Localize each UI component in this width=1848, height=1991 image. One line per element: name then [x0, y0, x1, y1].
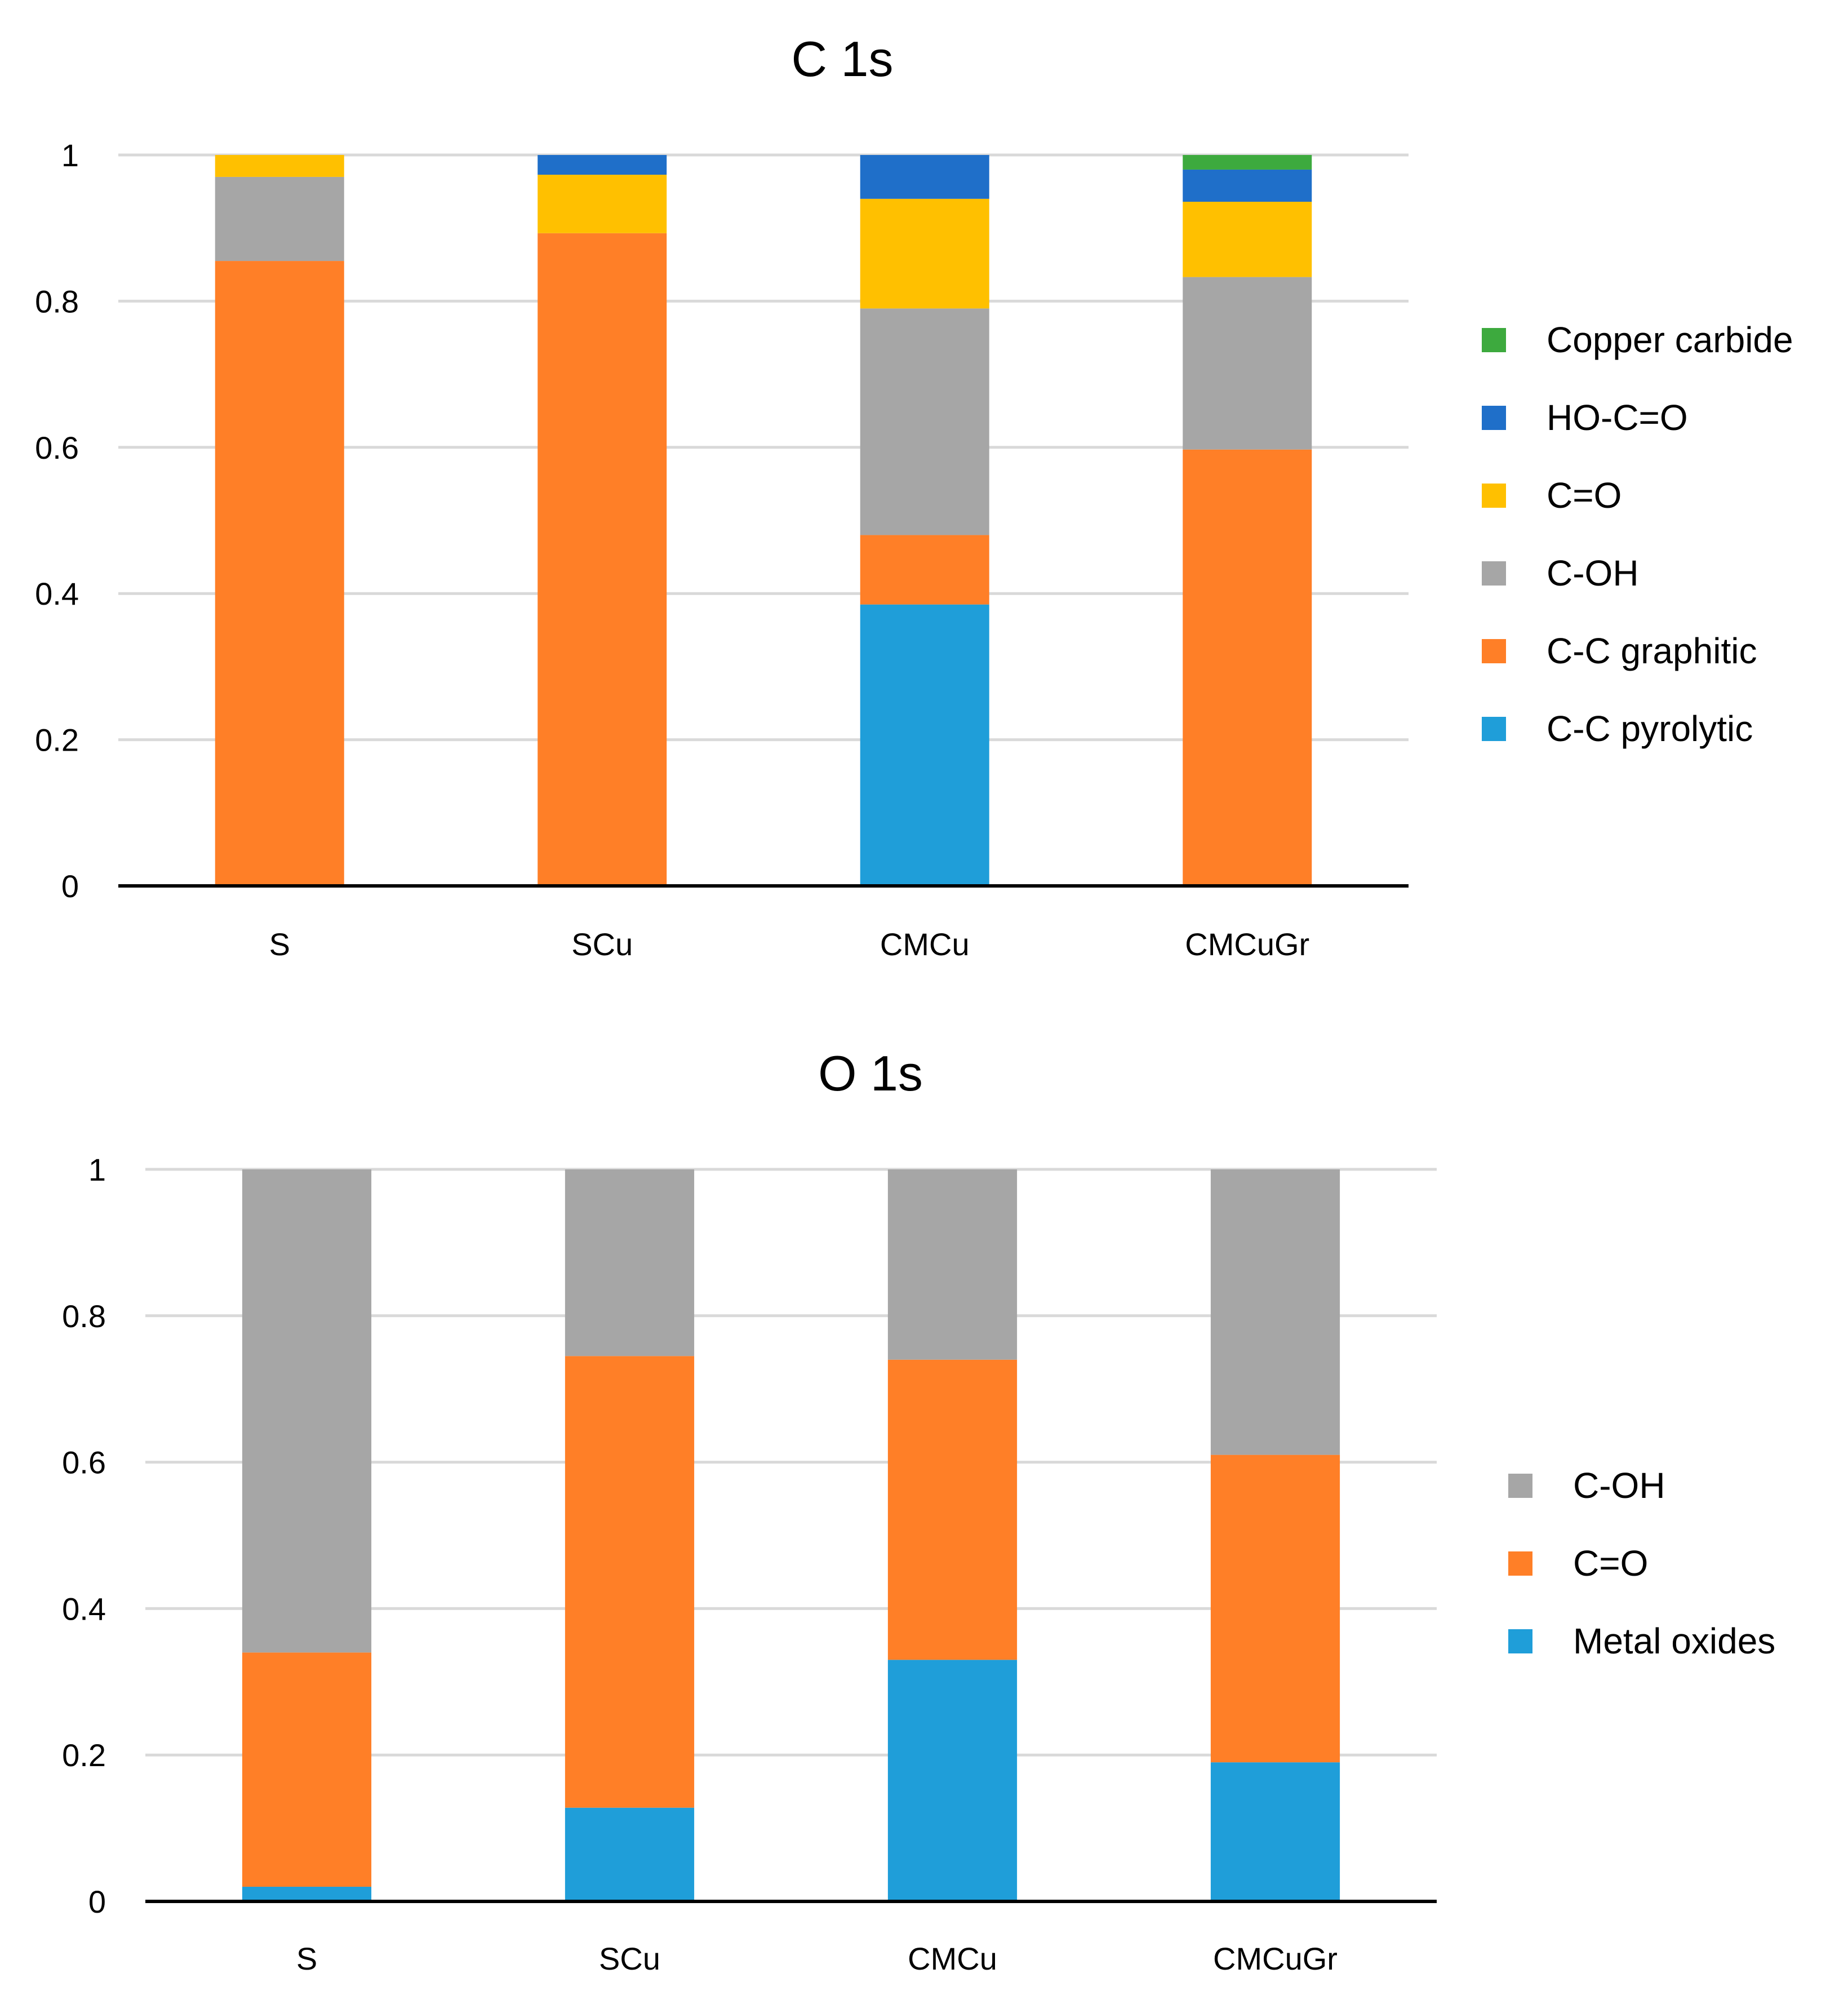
- legend-swatch: [1482, 484, 1506, 508]
- legend-swatch: [1482, 717, 1506, 741]
- legend-swatch: [1482, 406, 1506, 430]
- bar-segment: [1183, 155, 1312, 170]
- bar-segment: [1183, 202, 1312, 277]
- bar-segment: [242, 1169, 372, 1653]
- legend-label: Metal oxides: [1573, 1621, 1775, 1661]
- bar-segment: [537, 175, 667, 233]
- y-tick-label: 0: [61, 868, 79, 904]
- bar-segment: [565, 1169, 695, 1356]
- x-tick-label: SCu: [571, 926, 633, 962]
- y-tick-label: 1: [61, 138, 79, 173]
- bar-segment: [242, 1652, 372, 1887]
- x-tick-label: CMCu: [880, 926, 970, 962]
- bar-segment: [860, 308, 989, 535]
- bar-segment: [1183, 449, 1312, 886]
- bar-segment: [860, 198, 989, 309]
- chart-title: O 1s: [818, 1045, 923, 1101]
- x-tick-label: S: [269, 926, 290, 962]
- bar-segment: [860, 155, 989, 199]
- y-tick-label: 0.4: [62, 1591, 106, 1626]
- y-tick-label: 0.2: [35, 722, 79, 758]
- y-tick-label: 0.8: [35, 283, 79, 319]
- legend-swatch: [1482, 561, 1506, 586]
- chart-c1s: C 1s 0 0.2 0.4 0.6 0.8 1 S SCu CMCu CMCuGr Copper …: [35, 31, 1793, 962]
- x-tick-label: S: [296, 1941, 317, 1976]
- legend-label: C=O: [1573, 1543, 1648, 1584]
- legend-label: HO-C=O: [1547, 397, 1688, 438]
- bar-segment: [215, 155, 344, 177]
- bar-segment: [215, 261, 344, 886]
- legend-label: C=O: [1547, 475, 1622, 516]
- bar-segment: [1183, 277, 1312, 450]
- x-tick-label: CMCu: [908, 1941, 997, 1976]
- bar-segment: [565, 1807, 695, 1901]
- chart-o1s: O 1s 0 0.2 0.4 0.6 0.8 1 S SCu CMCu CMCuGr C-OH C=O…: [62, 1045, 1775, 1976]
- bar-segment: [215, 176, 344, 261]
- bar-segment: [537, 155, 667, 175]
- bar-segment: [887, 1169, 1018, 1360]
- x-tick-label: SCu: [599, 1941, 660, 1976]
- y-tick-label: 0.6: [35, 430, 79, 465]
- bar-segment: [1210, 1455, 1340, 1763]
- y-tick-label: 0.8: [62, 1298, 106, 1334]
- x-tick-label: CMCuGr: [1185, 926, 1309, 962]
- bar-segment: [860, 535, 989, 605]
- bar-segment: [887, 1660, 1018, 1901]
- legend-swatch: [1482, 639, 1506, 663]
- legend-swatch: [1508, 1474, 1532, 1498]
- legend-swatch: [1508, 1551, 1532, 1576]
- bar-segment: [887, 1359, 1018, 1660]
- y-tick-label: 0.4: [35, 576, 79, 611]
- legend-label: C-C graphitic: [1547, 631, 1757, 671]
- bar-segment: [537, 233, 667, 886]
- chart-title: C 1s: [792, 31, 894, 87]
- y-tick-label: 1: [88, 1152, 106, 1187]
- bar-segment: [1210, 1169, 1340, 1455]
- legend-swatch: [1482, 328, 1506, 352]
- legend-label: C-OH: [1547, 553, 1639, 593]
- x-tick-label: CMCuGr: [1213, 1941, 1338, 1976]
- legend-label: C-OH: [1573, 1465, 1665, 1506]
- legend-label: Copper carbide: [1547, 320, 1793, 360]
- bar-segment: [1183, 169, 1312, 202]
- bar-segment: [565, 1356, 695, 1808]
- y-tick-label: 0.2: [62, 1737, 106, 1773]
- bar-segment: [242, 1887, 372, 1901]
- legend-label: C-C pyrolytic: [1547, 708, 1753, 749]
- bar-segment: [860, 604, 989, 886]
- y-tick-label: 0.6: [62, 1445, 106, 1480]
- legend-swatch: [1508, 1629, 1532, 1653]
- y-tick-label: 0: [88, 1884, 106, 1919]
- bar-segment: [1210, 1762, 1340, 1901]
